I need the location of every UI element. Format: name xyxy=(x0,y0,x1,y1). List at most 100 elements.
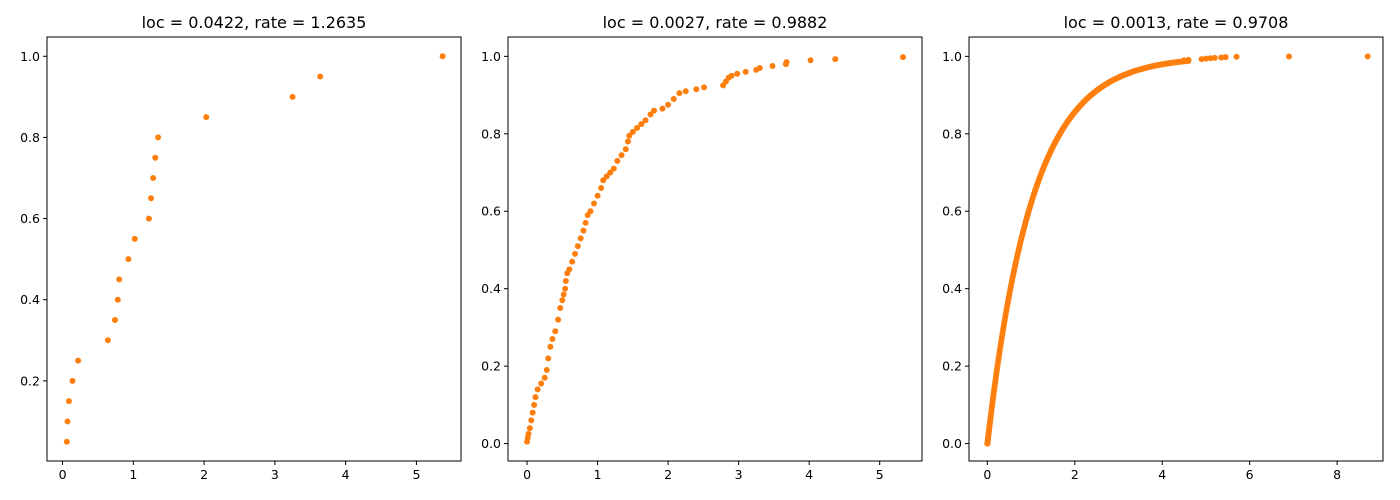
subplot-2-data-point xyxy=(682,88,689,95)
subplot-1-data-point xyxy=(64,418,71,425)
subplot-2-data-point xyxy=(742,68,749,75)
subplot-2-data-point xyxy=(756,64,763,71)
subplot-3-ytick-label: 0.0 xyxy=(942,436,962,451)
subplot-2-data-point xyxy=(734,70,741,77)
subplot-3-data-point xyxy=(1211,54,1218,61)
subplot-3-title: loc = 0.0013, rate = 0.9708 xyxy=(1064,13,1289,32)
subplot-2-data-point xyxy=(618,152,625,159)
subplot-1-ytick-label: 0.6 xyxy=(20,211,40,226)
subplot-2-data-point xyxy=(528,417,535,424)
subplot-2-data-point xyxy=(624,138,631,145)
subplot-2-data-point xyxy=(560,291,567,298)
subplot-2-data-point xyxy=(547,343,554,350)
subplot-3-data-point xyxy=(1222,54,1229,61)
subplot-2-data-point xyxy=(647,111,654,118)
subplot-1-data-point xyxy=(131,235,138,242)
subplot-2: loc = 0.0027, rate = 0.9882 0 1 2 3 4 5 0.0 0.2… xyxy=(481,13,923,482)
subplot-2-xtick-label: 4 xyxy=(805,467,813,482)
subplot-2-data-point xyxy=(555,316,562,323)
subplot-2-data-point xyxy=(574,243,581,250)
subplot-3-data-point xyxy=(1218,54,1225,61)
subplot-2-data-point xyxy=(670,95,677,102)
subplot-3-frame xyxy=(968,36,1384,462)
subplot-2-data-point xyxy=(545,355,552,362)
subplot-1-data-point xyxy=(203,114,210,121)
subplot-2-data-point xyxy=(594,192,601,199)
subplot-1-data-point xyxy=(69,377,76,384)
subplot-1-title: loc = 0.0422, rate = 1.2635 xyxy=(142,13,367,32)
subplot-2-data-point xyxy=(598,185,605,192)
subplot-2-data-point xyxy=(701,84,708,91)
subplot-1-data-point xyxy=(289,93,296,100)
subplot-3-ytick-label: 1.0 xyxy=(942,49,962,64)
subplot-2-data-point xyxy=(557,305,564,312)
subplot-1-xtick-label: 1 xyxy=(129,467,137,482)
subplot-2-data-point xyxy=(541,374,548,381)
subplot-1-data-point xyxy=(155,134,162,141)
subplot-2-data-point xyxy=(543,367,550,373)
subplot-1-data-point xyxy=(439,53,446,60)
subplot-1-data-point xyxy=(75,357,82,364)
subplot-2-data-point xyxy=(600,177,607,184)
subplot-1-data-point xyxy=(104,337,111,344)
subplot-3-data-point xyxy=(1181,57,1188,64)
subplot-2-data-point xyxy=(532,394,539,401)
subplot-2-data-point xyxy=(549,336,556,343)
subplot-1-data-point xyxy=(111,317,118,323)
subplot-2-data-point xyxy=(580,227,587,234)
subplot-3-data-point xyxy=(1198,56,1205,63)
subplot-3-data-point xyxy=(1286,53,1293,60)
subplot-2-data-point xyxy=(650,107,657,114)
subplot-1-data-point xyxy=(152,154,159,161)
subplot-2-data-point xyxy=(538,380,545,387)
subplot-3-ytick-label: 0.4 xyxy=(942,281,962,296)
subplot-1-ytick-label: 1.0 xyxy=(20,49,40,64)
subplot-2-xtick-label: 3 xyxy=(735,467,743,482)
subplot-2-data-point xyxy=(769,63,776,70)
subplot-2-data-point xyxy=(622,146,629,153)
subplot-2-ytick-label: 0.0 xyxy=(481,436,501,451)
subplot-2-data-point xyxy=(582,219,589,226)
subplot-2-data-point xyxy=(610,165,617,172)
subplot-3-xtick-label: 6 xyxy=(1246,467,1254,482)
subplot-3-xtick-label: 0 xyxy=(983,467,991,482)
subplot-2-data-point xyxy=(603,173,610,180)
subplot-3-xtick-label: 2 xyxy=(1071,467,1079,482)
subplot-2-data-point xyxy=(626,132,633,139)
subplot-1-xtick-label: 2 xyxy=(200,467,208,482)
subplot-2-data-point xyxy=(562,277,569,284)
subplot-2-data-point xyxy=(693,86,700,93)
subplot-3-ytick-label: 0.8 xyxy=(942,126,962,141)
subplot-2-data-point xyxy=(587,208,594,215)
subplot-1-data-point xyxy=(125,256,132,263)
subplot-3-ytick-label: 0.2 xyxy=(942,359,962,374)
subplot-1-ytick-label: 0.8 xyxy=(20,130,40,145)
subplot-3-data-point xyxy=(1185,56,1192,63)
subplot-1-data-point xyxy=(145,215,152,222)
subplot-2-data-point xyxy=(638,121,645,128)
subplot-2-ytick-label: 1.0 xyxy=(481,49,501,64)
subplot-3-ytick-label: 0.6 xyxy=(942,204,962,219)
subplot-2-frame xyxy=(507,36,923,462)
subplot-2-data-point xyxy=(526,425,533,432)
subplot-2-data-point xyxy=(559,297,566,304)
subplot-3-data-point xyxy=(1233,53,1240,60)
subplot-1-xtick-label: 0 xyxy=(59,467,67,482)
subplot-2-data-point xyxy=(566,266,573,273)
subplot-1-data-point xyxy=(65,398,72,405)
subplot-1-xtick-label: 5 xyxy=(412,467,420,482)
subplot-1-data-point xyxy=(116,276,123,283)
subplot-3-xtick-label: 8 xyxy=(1333,467,1341,482)
subplot-2-data-point xyxy=(665,101,672,108)
subplot-3-data-point xyxy=(1364,53,1371,60)
subplot-1-ytick-label: 0.2 xyxy=(20,373,40,388)
subplot-2-data-point xyxy=(607,169,614,176)
subplot-2-data-point xyxy=(642,117,649,124)
subplot-3: loc = 0.0013, rate = 0.9708 0 2 4 6 8 0.0 0.2 0… xyxy=(942,13,1384,482)
subplot-1-xtick-label: 4 xyxy=(342,467,350,482)
subplot-3-data-point xyxy=(1207,55,1214,62)
subplot-1-data-point xyxy=(63,438,70,445)
subplot-2-data-point xyxy=(832,56,839,63)
subplot-2-data-point xyxy=(676,90,683,97)
subplot-2-data-point xyxy=(572,250,578,257)
